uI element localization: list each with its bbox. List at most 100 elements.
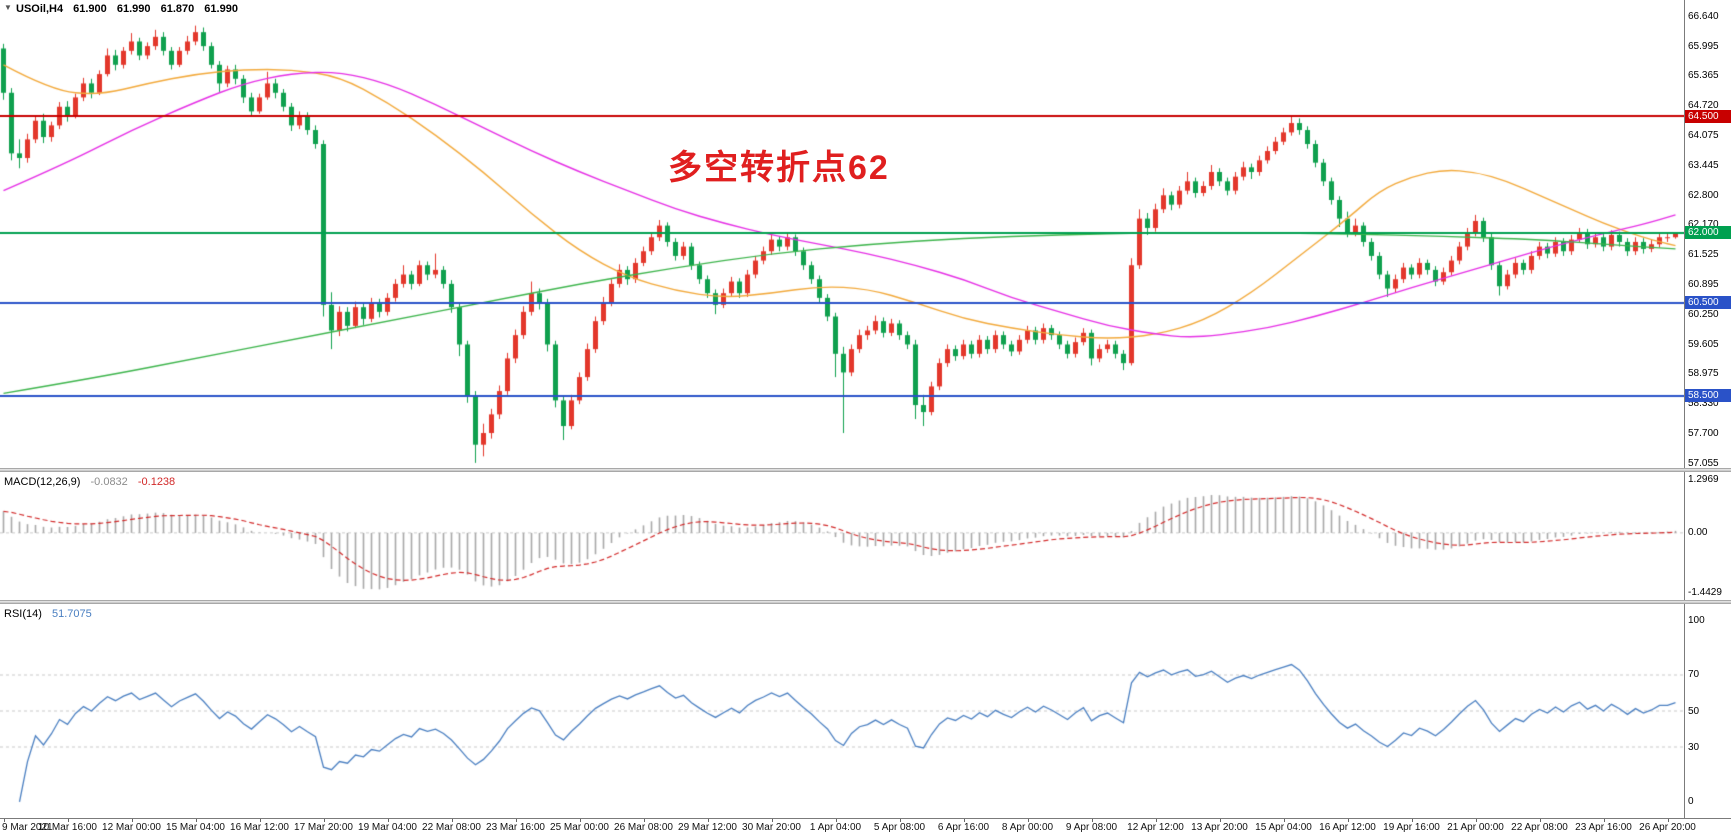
time-axis-label: 9 Mar 2021 (2, 822, 53, 833)
time-axis-label: 21 Apr 00:00 (1447, 822, 1504, 833)
time-axis-label: 29 Mar 12:00 (678, 822, 737, 833)
axis-tick-label: 57.700 (1688, 427, 1719, 439)
time-axis-label: 16 Apr 12:00 (1319, 822, 1376, 833)
time-axis-label: 25 Mar 00:00 (550, 822, 609, 833)
price-line-label: 62.000 (1685, 226, 1731, 240)
time-axis-tick (643, 819, 645, 822)
time-axis-tick (3, 819, 5, 822)
time-axis-label: 19 Apr 16:00 (1383, 822, 1440, 833)
axis-tick-label: 57.055 (1688, 457, 1719, 469)
time-axis-tick (1155, 819, 1157, 822)
axis-tick-label: 65.995 (1688, 40, 1719, 52)
time-axis-label: 1 Apr 04:00 (809, 822, 862, 833)
axis-tick-label: 50 (1688, 705, 1700, 717)
price-line-label: 58.500 (1685, 389, 1731, 403)
chart-annotation-text: 多空转折点62 (668, 149, 890, 187)
time-axis-tick (1539, 819, 1541, 822)
price-line-label: 64.500 (1685, 109, 1731, 123)
time-axis-tick (67, 819, 69, 822)
time-axis-label: 23 Apr 16:00 (1575, 822, 1632, 833)
price-line-label: 60.500 (1685, 296, 1731, 310)
time-axis-tick (1603, 819, 1605, 822)
time-axis-label: 6 Apr 16:00 (937, 822, 990, 833)
time-axis-label: 23 Mar 16:00 (486, 822, 545, 833)
time-axis-label: 22 Apr 08:00 (1511, 822, 1568, 833)
time-axis-label: 15 Apr 04:00 (1255, 822, 1312, 833)
time-axis-tick (1667, 819, 1669, 822)
time-axis-tick (1091, 819, 1093, 822)
time-axis-label: 26 Mar 08:00 (614, 822, 673, 833)
time-axis-label: 19 Mar 04:00 (358, 822, 417, 833)
macd-main-value: -0.0832 (90, 476, 128, 488)
axis-tick-label: 0 (1688, 796, 1694, 808)
time-axis-tick (579, 819, 581, 822)
axis-tick-label: 59.605 (1688, 338, 1719, 350)
pane-divider-rsi[interactable] (0, 600, 1731, 604)
axis-tick-label: 60.250 (1688, 308, 1719, 320)
macd-canvas[interactable] (0, 472, 1684, 600)
pane-divider-macd[interactable] (0, 468, 1731, 472)
ohlc-open: 61.900 (73, 3, 107, 15)
macd-label: MACD(12,26,9) (4, 476, 81, 488)
macd-signal-value: -0.1238 (137, 476, 176, 488)
axis-tick-label: 61.525 (1688, 249, 1719, 261)
axis-tick-label: 65.365 (1688, 70, 1719, 82)
time-axis-label: 8 Apr 00:00 (1001, 822, 1054, 833)
time-axis-label: 26 Apr 20:00 (1639, 822, 1696, 833)
time-axis-label: 15 Mar 04:00 (166, 822, 225, 833)
time-axis-tick (707, 819, 709, 822)
axis-tick-label: 100 (1688, 614, 1705, 626)
time-axis-label: 17 Mar 20:00 (294, 822, 353, 833)
axis-tick-label: 66.640 (1688, 10, 1719, 22)
ohlc-close: 61.990 (204, 3, 238, 15)
time-axis-label: 30 Mar 20:00 (742, 822, 801, 833)
time-axis-tick (1347, 819, 1349, 822)
time-axis-tick (1475, 819, 1477, 822)
axis-tick-label: 1.2969 (1688, 473, 1719, 485)
symbol-period-label: USOil,H4 (16, 3, 64, 15)
collapse-indicator-icon[interactable]: ▼ (4, 3, 12, 12)
axis-tick-label: 0.00 (1688, 527, 1708, 539)
time-axis[interactable]: 9 Mar 2021 10 Mar 16:00 12 Mar 00:00 15 Mar… (0, 818, 1731, 834)
axis-tick-label: 62.800 (1688, 189, 1719, 201)
time-axis-tick (1411, 819, 1413, 822)
time-axis-label: 22 Mar 08:00 (422, 822, 481, 833)
axis-tick-label: 64.720 (1688, 100, 1719, 112)
axis-tick-label: 70 (1688, 669, 1700, 681)
axis-tick-label: 64.075 (1688, 130, 1719, 142)
axis-tick-label: -1.4429 (1688, 587, 1722, 599)
axis-tick-label: 58.975 (1688, 368, 1719, 380)
rsi-header: RSI(14) 51.7075 (4, 608, 99, 620)
time-axis-tick (963, 819, 965, 822)
rsi-canvas[interactable] (0, 604, 1684, 818)
rsi-label: RSI(14) (4, 608, 42, 620)
price-chart-canvas[interactable] (0, 0, 1684, 468)
time-axis-tick (323, 819, 325, 822)
time-axis-label: 10 Mar 16:00 (38, 822, 97, 833)
time-axis-tick (259, 819, 261, 822)
time-axis-tick (899, 819, 901, 822)
price-axis[interactable]: 66.640 65.995 65.365 64.720 64.075 63.445 62.8… (1684, 0, 1731, 818)
time-axis-tick (1219, 819, 1221, 822)
time-axis-tick (387, 819, 389, 822)
time-axis-tick (451, 819, 453, 822)
time-axis-tick (835, 819, 837, 822)
time-axis-label: 5 Apr 08:00 (873, 822, 926, 833)
time-axis-label: 13 Apr 20:00 (1191, 822, 1248, 833)
chart-symbol-header: USOil,H4 61.900 61.990 61.870 61.990 (16, 3, 245, 15)
time-axis-label: 12 Mar 00:00 (102, 822, 161, 833)
time-axis-label: 9 Apr 08:00 (1065, 822, 1118, 833)
ohlc-high: 61.990 (116, 3, 151, 15)
rsi-value: 51.7075 (51, 608, 92, 620)
macd-header: MACD(12,26,9) -0.0832 -0.1238 (4, 476, 182, 488)
axis-tick-label: 60.895 (1688, 278, 1719, 290)
axis-tick-label: 62.170 (1688, 219, 1719, 231)
time-axis-tick (131, 819, 133, 822)
axis-tick-label: 30 (1688, 741, 1700, 753)
time-axis-tick (1027, 819, 1029, 822)
axis-tick-label: 63.445 (1688, 159, 1719, 171)
time-axis-tick (195, 819, 197, 822)
time-axis-tick (515, 819, 517, 822)
time-axis-label: 16 Mar 12:00 (230, 822, 289, 833)
